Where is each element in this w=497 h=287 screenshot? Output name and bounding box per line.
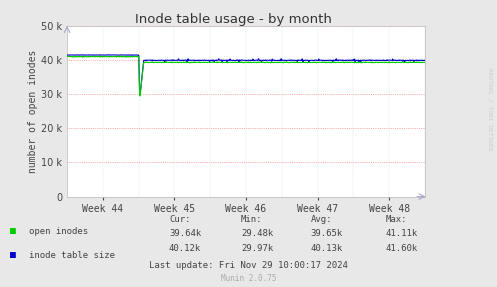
Text: Munin 2.0.75: Munin 2.0.75 <box>221 274 276 283</box>
Text: 40.12k: 40.12k <box>169 244 201 253</box>
Text: 41.11k: 41.11k <box>385 229 417 238</box>
Text: Inode table usage - by month: Inode table usage - by month <box>135 13 332 26</box>
Text: Min:: Min: <box>241 215 262 224</box>
Text: Cur:: Cur: <box>169 215 190 224</box>
Text: 29.97k: 29.97k <box>241 244 273 253</box>
Text: open inodes: open inodes <box>29 226 88 236</box>
Text: Avg:: Avg: <box>311 215 332 224</box>
Text: 39.64k: 39.64k <box>169 229 201 238</box>
Text: 40.13k: 40.13k <box>311 244 343 253</box>
Text: inode table size: inode table size <box>29 251 115 260</box>
Text: Last update: Fri Nov 29 10:00:17 2024: Last update: Fri Nov 29 10:00:17 2024 <box>149 261 348 270</box>
Text: 39.65k: 39.65k <box>311 229 343 238</box>
Text: ■: ■ <box>10 226 16 236</box>
Text: 29.48k: 29.48k <box>241 229 273 238</box>
Text: RRDTOOL / TOBI OETIKER: RRDTOOL / TOBI OETIKER <box>487 68 492 150</box>
Text: ■: ■ <box>10 251 16 260</box>
Text: Max:: Max: <box>385 215 407 224</box>
Text: 41.60k: 41.60k <box>385 244 417 253</box>
Y-axis label: number of open inodes: number of open inodes <box>28 50 38 173</box>
